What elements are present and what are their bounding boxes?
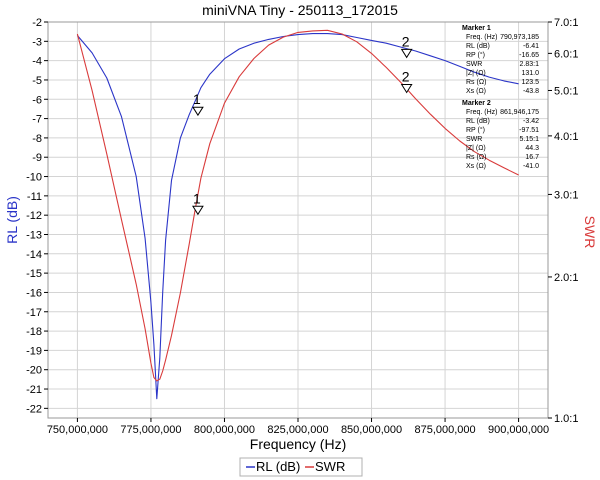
marker-label: 2 <box>402 33 410 49</box>
y-tick-label: -7 <box>32 114 42 126</box>
marker-panel-row-value: 5.15:1 <box>520 136 540 143</box>
marker-panel-row-value: 861,946,175 <box>500 109 539 116</box>
x-axis-title: Frequency (Hz) <box>250 436 346 452</box>
plot-markers: 1 1 2 2 <box>192 33 413 216</box>
marker-panel-row-label: RL (dB) <box>466 43 490 50</box>
x-tick-label: 825,000,000 <box>267 424 328 436</box>
marker-panel-row-label: |Z| (Ω) <box>466 70 486 77</box>
x-tick-label: 800,000,000 <box>194 424 255 436</box>
y-tick-label: -22 <box>26 403 42 415</box>
y2-axis-title: SWR <box>582 216 598 249</box>
legend-box <box>239 457 363 477</box>
marker-panel-title: Marker 2 <box>462 100 491 107</box>
y-tick-label: -4 <box>32 56 42 68</box>
marker-panel-row-label: SWR <box>466 136 482 143</box>
y-tick-label: -8 <box>32 133 42 145</box>
y-tick-label: -5 <box>32 75 42 87</box>
y-tick-label: -18 <box>26 326 42 338</box>
marker-panel-row-label: Xs (Ω) <box>466 163 486 170</box>
x-tick-label: 875,000,000 <box>414 424 475 436</box>
y-tick-label: -16 <box>26 287 42 299</box>
y2-tick-label: 3.0:1 <box>554 189 578 201</box>
series-layer <box>76 29 519 400</box>
marker-panel-row-value: 16.7 <box>525 154 539 161</box>
y-tick-label: -14 <box>26 249 42 261</box>
x-tick-label: 775,000,000 <box>120 424 181 436</box>
marker-panel-row-label: Rs (Ω) <box>466 154 486 161</box>
y2-tick-label: 5.0:1 <box>554 85 578 97</box>
marker-triangle <box>192 106 204 117</box>
marker-panel-row-value: 44.3 <box>525 145 539 152</box>
marker-panel-row-value: 2.83:1 <box>520 61 540 68</box>
y-tick-label: -2 <box>32 17 42 29</box>
y2-tick-label: 4.0:1 <box>554 131 578 143</box>
y-axis-ticks: -2 -3 -4 -5 -6 -7 -8 -9 -10 -11 -12 -13 -14 -15 -16 -17… <box>26 17 48 415</box>
marker-triangle <box>400 83 413 94</box>
y-tick-label: -11 <box>27 191 42 203</box>
marker-label: 2 <box>402 68 410 84</box>
y2-tick-label: 7.0:1 <box>554 17 578 29</box>
marker-label: 1 <box>193 190 201 206</box>
marker-panel-row-value: -16.65 <box>519 52 539 59</box>
marker-panel-title: Marker 1 <box>462 25 491 32</box>
legend-label: SWR <box>315 459 345 474</box>
y-tick-label: -12 <box>26 210 42 222</box>
chart-title: miniVNA Tiny - 250113_172015 <box>202 2 398 18</box>
y2-tick-label: 6.0:1 <box>554 48 578 60</box>
y2-tick-label: 1.0:1 <box>554 413 578 425</box>
y-tick-label: -17 <box>26 307 42 319</box>
x-tick-label: 750,000,000 <box>47 424 108 436</box>
marker-triangle <box>400 48 413 59</box>
marker-panel-row-value: -6.41 <box>523 43 539 50</box>
x-axis-ticks: 750,000,000 775,000,000 800,000,000 825,000… <box>47 418 549 436</box>
y-tick-label: -21 <box>26 384 42 396</box>
marker-panel-row-value: 123.5 <box>521 79 539 86</box>
x-tick-label: 850,000,000 <box>341 424 402 436</box>
marker-panel-row-label: Xs (Ω) <box>466 88 486 95</box>
y-tick-label: -13 <box>26 229 42 241</box>
series-line-swr <box>76 29 519 382</box>
y-tick-label: -10 <box>26 172 42 184</box>
series-line-rl <box>76 33 519 400</box>
marker-panel-row-value: -41.0 <box>523 163 539 170</box>
marker-panel-row-label: SWR <box>466 61 482 68</box>
x-tick-label: 900,000,000 <box>488 424 549 436</box>
marker-panel-row-label: RP (°) <box>466 51 485 59</box>
y2-axis-ticks: 1.0:1 2.0:1 3.0:1 4.0:1 5.0:1 6.0:1 7.0:1 <box>548 17 578 425</box>
marker-panel-row-value: -43.8 <box>523 88 539 95</box>
marker-panel-row-value: -97.51 <box>519 127 539 134</box>
y2-tick-label: 2.0:1 <box>554 272 578 284</box>
marker-panel-row-label: |Z| (Ω) <box>466 145 486 152</box>
y-tick-label: -6 <box>32 94 42 106</box>
grid <box>48 21 548 418</box>
y-tick-label: -19 <box>26 345 42 357</box>
marker-panel-row-label: Rs (Ω) <box>466 79 486 86</box>
marker-panel-row-value: 131.0 <box>521 70 539 77</box>
y-tick-label: -20 <box>26 365 42 377</box>
marker-panel-row-label: Freq. (Hz) <box>466 109 498 116</box>
y-tick-label: -9 <box>32 152 42 164</box>
y-axis-title: RL (dB) <box>4 196 20 244</box>
y-tick-label: -3 <box>32 36 42 48</box>
marker-label: 1 <box>193 91 201 107</box>
marker-panel-row-value: -3.42 <box>523 118 539 125</box>
legend: RL (dB) SWR <box>239 457 363 477</box>
marker-triangle <box>192 205 204 216</box>
y-tick-label: -15 <box>26 268 42 280</box>
marker-panel-row-label: RL (dB) <box>466 118 490 125</box>
marker-panel-row-label: RP (°) <box>466 126 485 134</box>
marker-panel-row-label: Freq. (Hz) <box>466 34 498 41</box>
marker-panel-row-value: 790,973,185 <box>500 34 539 41</box>
legend-label: RL (dB) <box>256 459 300 474</box>
